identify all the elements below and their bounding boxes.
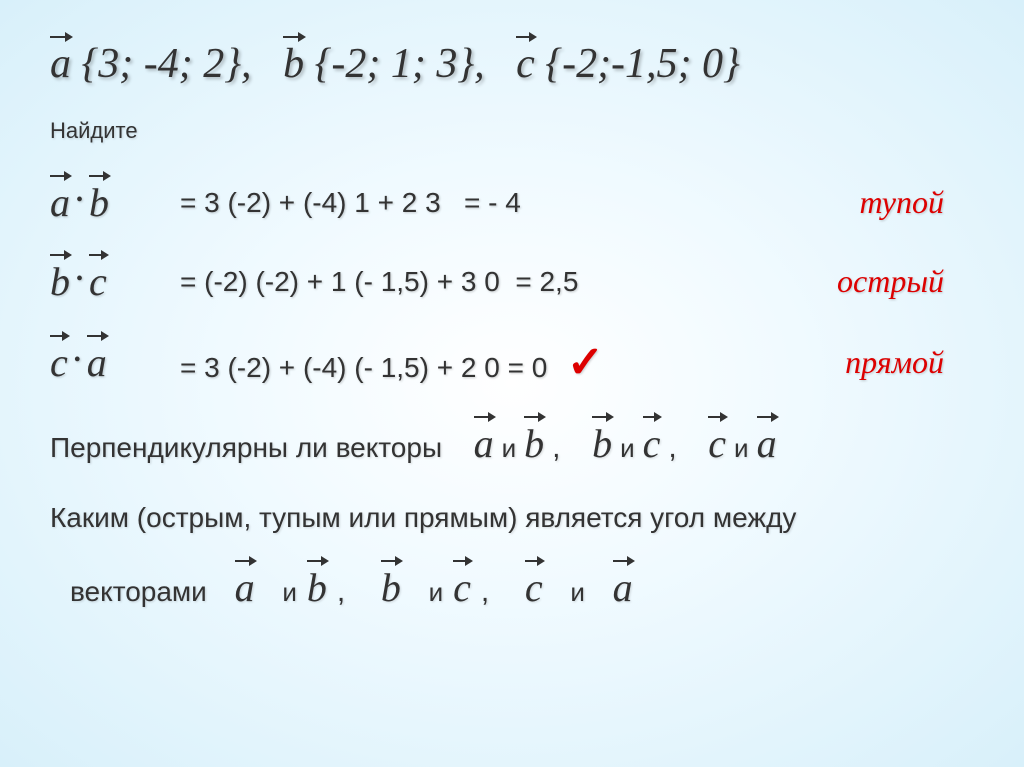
result-bc: = 2,5 — [515, 266, 578, 297]
b-and-3: и — [570, 577, 585, 608]
vector-b: b — [283, 40, 304, 88]
vector-c: c — [516, 40, 535, 88]
vec-a: a — [50, 179, 70, 226]
result-ca: = 0 — [508, 352, 548, 383]
bv-c2: c — [525, 564, 543, 611]
equation-row-ca: c • a = 3 (-2) + (-4) (- 1,5) + 2 0 = 0 … — [50, 337, 974, 388]
and-2: и — [620, 433, 635, 464]
angle-obtuse: тупой — [859, 184, 974, 221]
calc-ca: = 3 (-2) + (-4) (- 1,5) + 2 0 — [180, 352, 500, 383]
angle-acute: острый — [837, 263, 974, 300]
dot-operator: • — [76, 189, 83, 212]
calc-bc: = (-2) (-2) + 1 (- 1,5) + 3 0 — [180, 266, 500, 297]
vec-b: b — [89, 179, 109, 226]
and-3: и — [734, 433, 749, 464]
vectors-word: векторами — [70, 576, 207, 608]
vec-c: c — [89, 258, 107, 305]
c-coords: {-2;-1,5; 0} — [545, 41, 740, 87]
pair-a: a — [474, 420, 494, 467]
pair-c2: c — [708, 420, 726, 467]
vec-b: b — [50, 258, 70, 305]
pair-b: b — [524, 420, 544, 467]
check-icon: ✓ — [567, 338, 604, 387]
bv-b2: b — [381, 564, 401, 611]
b-and-2: и — [429, 577, 444, 608]
equation-row-ab: a • b = 3 (-2) + (-4) 1 + 2 3 = - 4 тупо… — [50, 179, 974, 226]
equation-row-bc: b • c = (-2) (-2) + 1 (- 1,5) + 3 0 = 2,… — [50, 258, 974, 305]
angle-right: прямой — [845, 344, 974, 381]
calc-ab: = 3 (-2) + (-4) 1 + 2 3 — [180, 187, 441, 218]
perpendicular-question: Перпендикулярны ли векторы a и b, b и c,… — [50, 420, 974, 467]
pair-c: c — [643, 420, 661, 467]
bv-a: a — [235, 564, 255, 611]
b-and-1: и — [282, 577, 297, 608]
pair-b2: b — [592, 420, 612, 467]
bv-b: b — [307, 564, 327, 611]
header-vectors: a {3; -4; 2}, b {-2; 1; 3}, c {-2;-1,5; … — [50, 40, 974, 88]
bottom-vectors-row: векторами a и b , b и c , c и a — [50, 564, 974, 611]
angle-question: Каким (острым, тупым или прямым) являетс… — [50, 502, 974, 534]
bv-c: c — [453, 564, 471, 611]
dot-operator: • — [76, 268, 83, 291]
dot-operator: • — [74, 349, 81, 372]
and-1: и — [502, 433, 517, 464]
a-coords: {3; -4; 2}, — [82, 41, 252, 87]
pair-a2: a — [757, 420, 777, 467]
vec-a: a — [87, 339, 107, 386]
vector-a: a — [50, 40, 71, 88]
bv-a2: a — [613, 564, 633, 611]
result-ab: = - 4 — [464, 187, 521, 218]
perp-text: Перпендикулярны ли векторы — [50, 432, 442, 464]
b-coords: {-2; 1; 3}, — [315, 41, 485, 87]
vec-c: c — [50, 339, 68, 386]
find-label: Найдите — [50, 118, 974, 144]
